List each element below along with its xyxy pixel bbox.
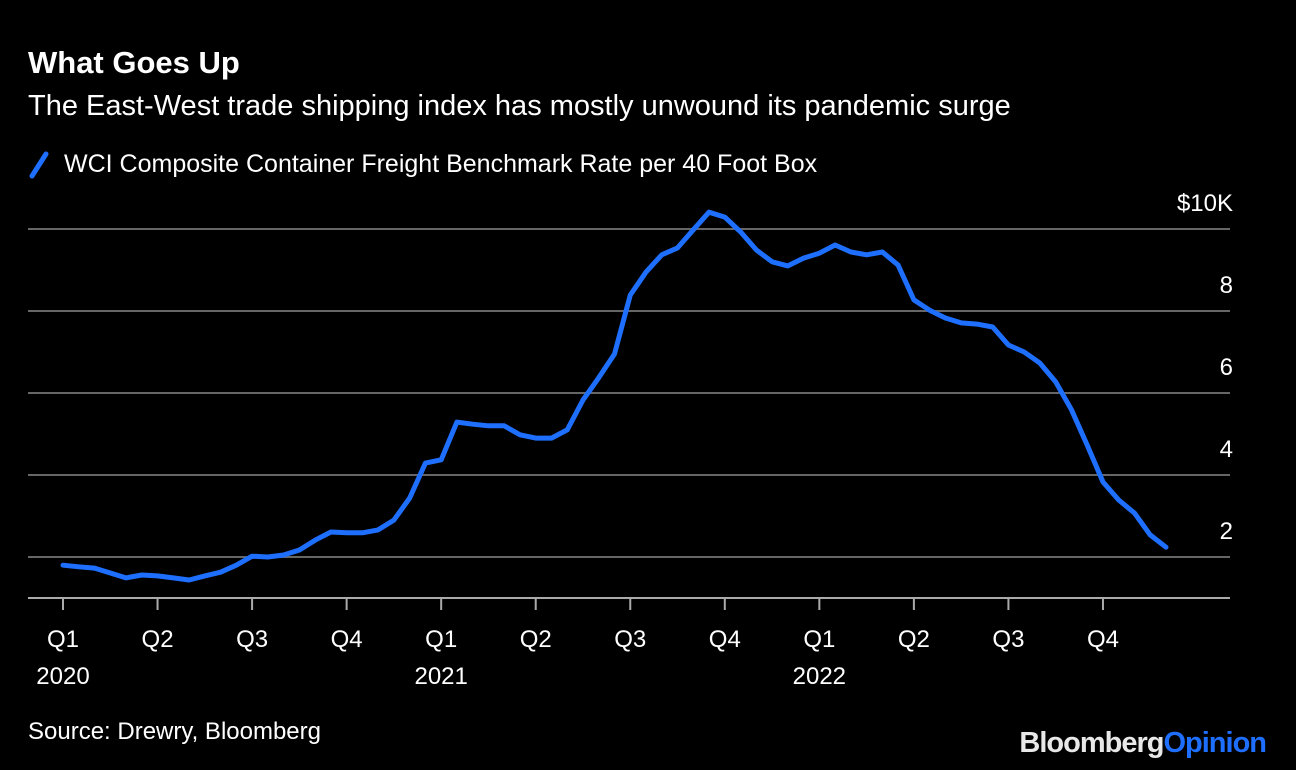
x-year-label: 2022 <box>793 663 846 690</box>
x-tick-label: Q4 <box>709 626 741 653</box>
brand-opinion: Opinion <box>1163 727 1266 759</box>
x-tick-label: Q1 <box>425 626 457 653</box>
y-tick-label: 4 <box>1220 436 1233 463</box>
chart-subtitle: The East-West trade shipping index has m… <box>28 90 1011 122</box>
x-tick-label: Q3 <box>992 626 1024 653</box>
y-tick-label: 8 <box>1220 272 1233 299</box>
x-tick-label: Q4 <box>1087 626 1119 653</box>
x-tick-label: Q2 <box>520 626 552 653</box>
x-tick-label: Q2 <box>142 626 174 653</box>
x-tick-label: Q1 <box>803 626 835 653</box>
legend-label: WCI Composite Container Freight Benchmar… <box>64 150 818 178</box>
x-tick-label: Q1 <box>47 626 79 653</box>
x-year-label: 2021 <box>414 663 467 690</box>
brand: BloombergOpinion <box>1019 727 1266 759</box>
chart-title: What Goes Up <box>28 45 240 80</box>
data-line <box>60 209 1169 583</box>
source: Source: Drewry, Bloomberg <box>28 718 321 745</box>
x-year-label: 2020 <box>36 663 89 690</box>
y-tick-label: 2 <box>1220 518 1233 545</box>
brand-name: Bloomberg <box>1019 727 1163 759</box>
y-tick-label: 6 <box>1220 354 1233 381</box>
x-tick-label: Q4 <box>331 626 363 653</box>
legend-icon <box>29 151 49 179</box>
y-tick-label: $10K <box>1177 190 1233 217</box>
x-tick-label: Q2 <box>898 626 930 653</box>
x-tick-label: Q3 <box>236 626 268 653</box>
x-tick-label: Q3 <box>614 626 646 653</box>
